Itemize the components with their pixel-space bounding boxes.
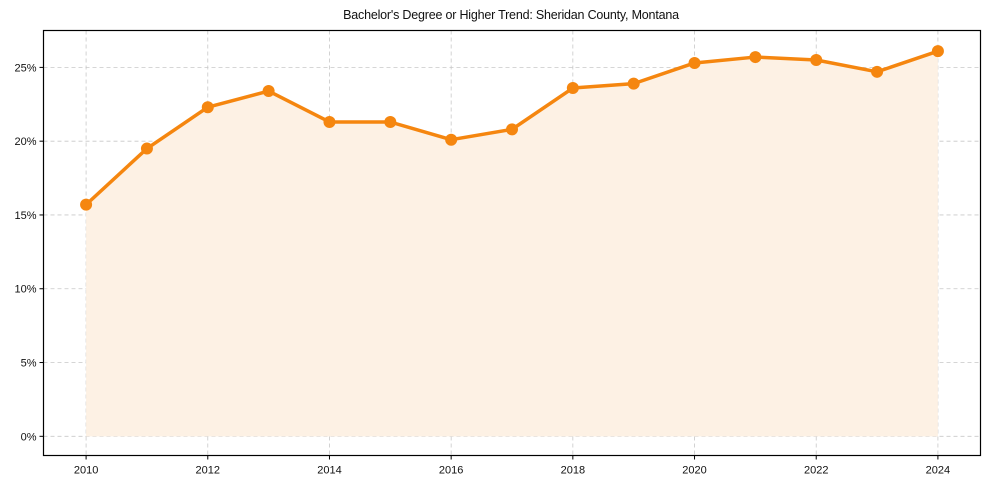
x-tick-label: 2024 — [926, 465, 950, 477]
data-point — [871, 65, 884, 78]
data-point — [688, 56, 701, 69]
y-tick-label: 20% — [14, 136, 36, 148]
data-point — [384, 115, 397, 128]
data-point — [810, 54, 823, 67]
data-point — [262, 85, 275, 98]
y-tick-label: 25% — [14, 62, 36, 74]
data-point — [506, 123, 518, 136]
data-point — [140, 142, 153, 155]
x-tick-label: 2018 — [561, 465, 585, 477]
area-fill — [86, 51, 938, 437]
data-point — [445, 133, 458, 146]
data-point — [749, 51, 762, 64]
data-point — [627, 77, 640, 90]
data-point — [201, 101, 214, 114]
x-tick-label: 2010 — [74, 465, 98, 477]
y-axis: 0% 5% 10% 15% 20% 25% — [14, 62, 44, 443]
y-tick-label: 15% — [14, 210, 36, 222]
x-axis: 2010 2012 2014 2016 2018 2020 2022 2024 — [74, 455, 950, 477]
data-point — [566, 82, 579, 95]
chart-title: Bachelor's Degree or Higher Trend: Sheri… — [343, 8, 679, 22]
x-tick-label: 2022 — [804, 465, 828, 477]
x-tick-label: 2020 — [682, 465, 706, 477]
data-point — [931, 45, 944, 58]
data-point — [80, 198, 93, 211]
data-markers — [80, 45, 944, 211]
y-tick-label: 10% — [14, 284, 36, 296]
y-tick-label: 0% — [21, 431, 37, 443]
x-tick-label: 2016 — [439, 465, 463, 477]
x-tick-label: 2012 — [196, 465, 220, 477]
y-tick-label: 5% — [21, 358, 37, 370]
plot-frame — [42, 29, 982, 457]
x-tick-label: 2014 — [317, 465, 341, 477]
data-point — [323, 115, 336, 128]
